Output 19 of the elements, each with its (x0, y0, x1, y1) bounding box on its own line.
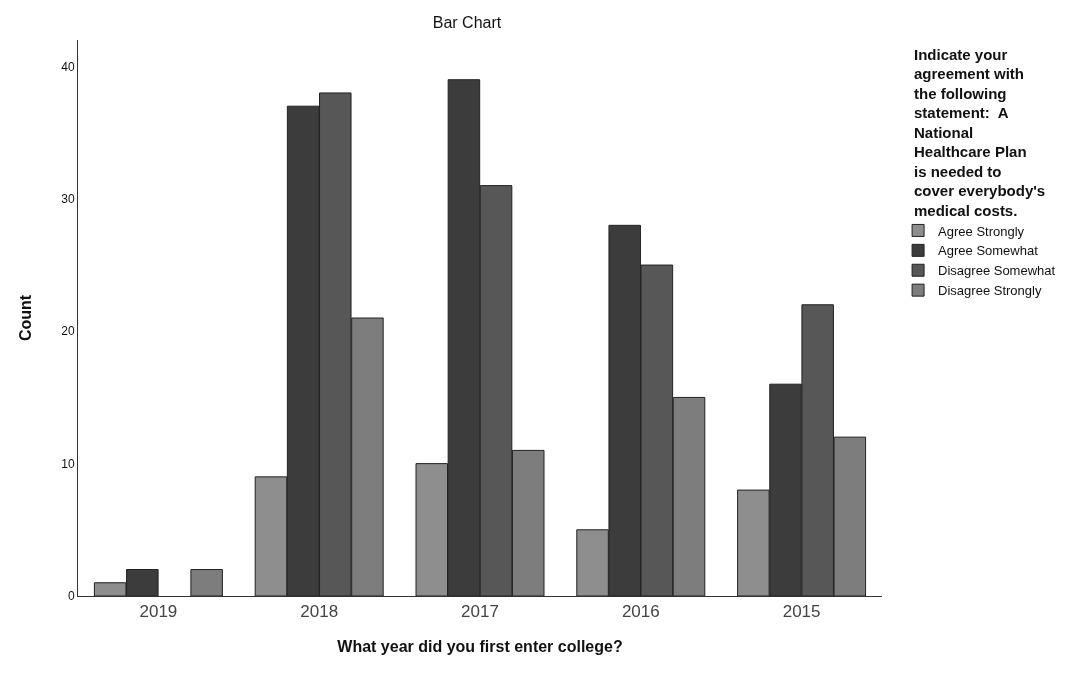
x-tick-label: 2016 (621, 602, 660, 622)
x-tick-label: 2018 (300, 602, 339, 622)
chart-title: Bar Chart (432, 14, 502, 32)
x-axis-title: What year did you first enter college? (337, 638, 623, 656)
x-tick-label: 2017 (461, 602, 499, 622)
legend-label: Disagree Strongly (938, 283, 1042, 299)
y-tick-label: 30 (61, 192, 75, 207)
y-tick-label: 0 (67, 589, 75, 604)
y-axis-title: Count (17, 294, 35, 342)
x-tick-label: 2015 (782, 602, 821, 622)
text: Indicate your agreement with the following statement: A National Healthcare Plan is needed to cover everybody's medical costs. (914, 45, 1046, 219)
x-tick-label: 2019 (139, 602, 178, 622)
bar (190, 569, 223, 596)
legend-label: Agree Strongly (938, 223, 1025, 239)
legend-label: Disagree Somewhat (938, 263, 1056, 279)
y-tick-label: 20 (61, 324, 75, 339)
y-tick-label: 10 (61, 456, 75, 471)
legend-label: Agree Somewhat (938, 243, 1039, 259)
y-tick-label: 40 (61, 59, 75, 74)
